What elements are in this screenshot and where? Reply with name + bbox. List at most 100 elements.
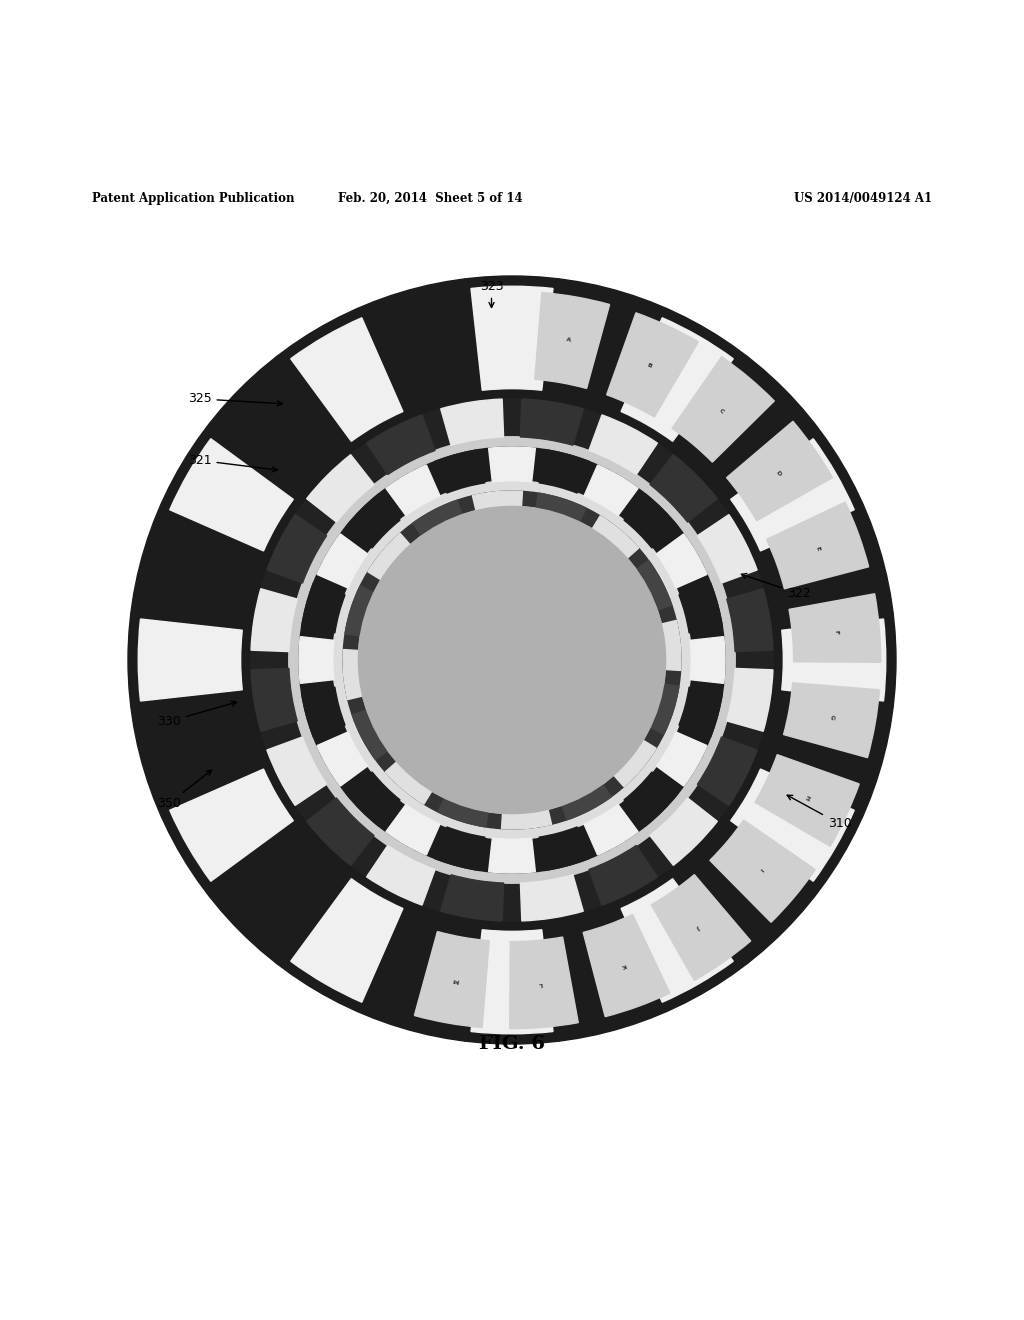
Wedge shape (343, 649, 362, 700)
Wedge shape (781, 619, 886, 701)
Wedge shape (672, 356, 774, 462)
Wedge shape (138, 619, 243, 701)
Wedge shape (471, 929, 553, 1034)
Wedge shape (502, 809, 552, 829)
Wedge shape (317, 533, 368, 587)
Text: K: K (621, 962, 627, 969)
Wedge shape (520, 875, 584, 921)
Wedge shape (520, 399, 584, 445)
Text: F: F (834, 630, 839, 634)
Wedge shape (731, 438, 854, 550)
Circle shape (333, 480, 691, 840)
Text: 325: 325 (187, 392, 283, 407)
Text: 330: 330 (157, 701, 237, 727)
Wedge shape (539, 826, 590, 871)
Text: M: M (452, 977, 459, 983)
Wedge shape (656, 533, 707, 587)
Wedge shape (636, 561, 672, 610)
Wedge shape (584, 465, 638, 516)
Wedge shape (170, 438, 293, 550)
Wedge shape (488, 838, 536, 873)
Wedge shape (471, 286, 553, 391)
Wedge shape (622, 318, 733, 441)
Wedge shape (624, 772, 678, 826)
Wedge shape (790, 594, 881, 663)
Wedge shape (553, 290, 648, 407)
Wedge shape (539, 449, 590, 494)
Wedge shape (440, 399, 504, 445)
Wedge shape (765, 524, 882, 619)
Wedge shape (690, 636, 725, 684)
Wedge shape (438, 799, 488, 826)
Wedge shape (682, 830, 804, 952)
Wedge shape (306, 797, 374, 866)
Wedge shape (251, 589, 297, 652)
Wedge shape (765, 701, 882, 796)
Wedge shape (345, 586, 374, 636)
Wedge shape (367, 414, 435, 475)
Wedge shape (731, 770, 854, 882)
Wedge shape (440, 875, 504, 921)
Wedge shape (651, 875, 751, 981)
Wedge shape (755, 755, 859, 846)
Text: US 2014/0049124 A1: US 2014/0049124 A1 (794, 191, 932, 205)
Wedge shape (679, 582, 723, 632)
Wedge shape (301, 582, 345, 632)
Text: Feb. 20, 2014  Sheet 5 of 14: Feb. 20, 2014 Sheet 5 of 14 (338, 191, 522, 205)
Text: 323: 323 (479, 280, 504, 308)
Wedge shape (662, 620, 681, 671)
Wedge shape (710, 820, 815, 923)
Text: A: A (565, 337, 571, 343)
Wedge shape (434, 826, 485, 871)
Wedge shape (727, 589, 773, 652)
Wedge shape (535, 293, 609, 388)
Wedge shape (589, 414, 657, 475)
Text: 321: 321 (187, 454, 278, 471)
Text: C: C (718, 408, 724, 414)
Text: Patent Application Publication: Patent Application Publication (92, 191, 295, 205)
Wedge shape (291, 879, 402, 1002)
Circle shape (251, 399, 773, 921)
Text: D: D (775, 470, 782, 477)
Wedge shape (682, 368, 804, 490)
Wedge shape (650, 684, 679, 734)
Wedge shape (367, 845, 435, 906)
Wedge shape (434, 449, 485, 494)
Wedge shape (220, 830, 342, 952)
Wedge shape (650, 797, 718, 866)
Wedge shape (553, 913, 648, 1030)
Wedge shape (606, 313, 698, 417)
Wedge shape (510, 937, 579, 1028)
Wedge shape (251, 668, 297, 731)
Circle shape (358, 507, 666, 813)
Wedge shape (220, 368, 342, 490)
Wedge shape (413, 500, 462, 536)
Text: 350: 350 (157, 770, 212, 810)
Wedge shape (767, 502, 868, 589)
Wedge shape (267, 515, 327, 583)
Wedge shape (306, 454, 374, 523)
Wedge shape (697, 515, 757, 583)
Text: L: L (539, 981, 543, 986)
Wedge shape (376, 290, 471, 407)
Text: H: H (803, 793, 810, 801)
Wedge shape (170, 770, 293, 882)
Wedge shape (584, 915, 670, 1016)
Wedge shape (142, 524, 259, 619)
Wedge shape (368, 533, 411, 579)
Wedge shape (589, 845, 657, 906)
Wedge shape (386, 804, 440, 855)
Text: J: J (696, 924, 700, 929)
Wedge shape (622, 879, 733, 1002)
Wedge shape (584, 804, 638, 855)
Wedge shape (656, 733, 707, 787)
Circle shape (299, 447, 725, 873)
Wedge shape (624, 494, 678, 548)
Wedge shape (650, 454, 718, 523)
Wedge shape (267, 737, 327, 805)
Wedge shape (386, 465, 440, 516)
Circle shape (289, 437, 735, 883)
Wedge shape (385, 762, 432, 804)
Text: I: I (759, 866, 764, 871)
Text: E: E (814, 546, 820, 552)
